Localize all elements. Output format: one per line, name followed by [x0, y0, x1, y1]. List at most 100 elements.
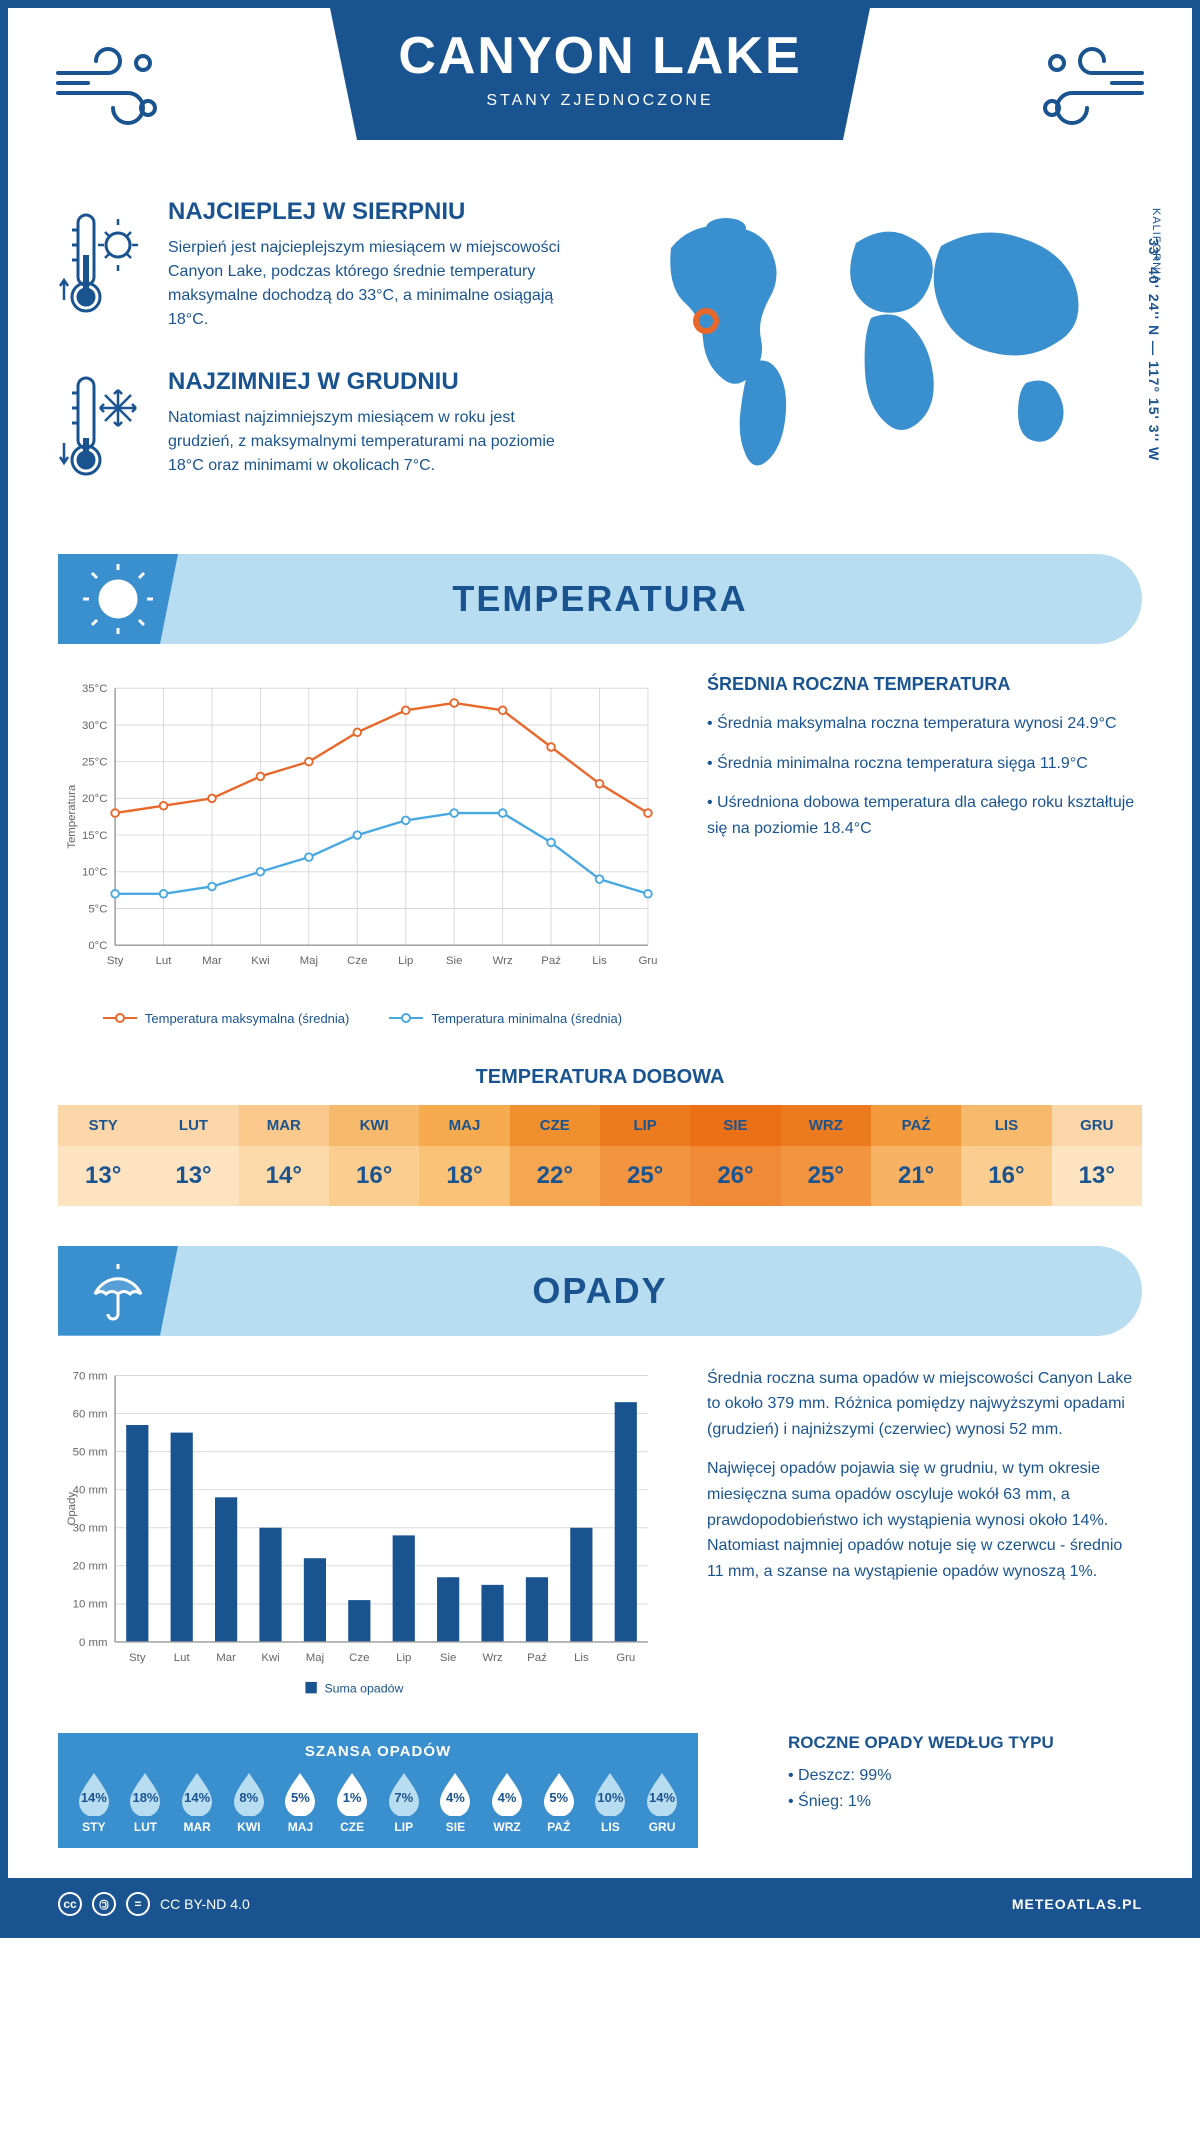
precip-summary: Średnia roczna suma opadów w miejscowośc… — [707, 1366, 1142, 1714]
world-map — [620, 198, 1142, 478]
drop-icon: 1% — [333, 1770, 371, 1816]
svg-text:0°C: 0°C — [88, 940, 107, 952]
chance-month: KWI — [230, 1820, 268, 1834]
temp-table-col: KWI16° — [329, 1105, 419, 1206]
precip-type-title: ROCZNE OPADY WEDŁUG TYPU — [788, 1733, 1054, 1753]
drop-icon: 14% — [178, 1770, 216, 1816]
umbrella-icon — [58, 1246, 178, 1336]
chance-month: SIE — [436, 1820, 474, 1834]
legend-item: Temperatura minimalna (średnia) — [389, 1011, 622, 1026]
temp-table-value: 26° — [690, 1146, 780, 1206]
chance-month: CZE — [333, 1820, 371, 1834]
svg-text:30°C: 30°C — [82, 720, 108, 732]
svg-text:20 mm: 20 mm — [73, 1560, 108, 1572]
license-label: CC BY-ND 4.0 — [160, 1896, 250, 1912]
temp-bullet: • Uśredniona dobowa temperatura dla całe… — [707, 790, 1142, 841]
svg-text:Lip: Lip — [396, 1652, 411, 1664]
chance-item: 14% GRU — [643, 1770, 681, 1834]
svg-text:35°C: 35°C — [82, 683, 108, 695]
chance-item: 5%PAŹ — [540, 1770, 578, 1834]
temp-table-value: 21° — [871, 1146, 961, 1206]
precip-p1: Średnia roczna suma opadów w miejscowośc… — [707, 1366, 1142, 1443]
svg-text:Wrz: Wrz — [483, 1652, 503, 1664]
svg-text:Gru: Gru — [616, 1652, 635, 1664]
temp-table-col: LIS16° — [961, 1105, 1051, 1206]
svg-text:Kwi: Kwi — [251, 955, 269, 967]
temp-table-month: MAR — [239, 1105, 329, 1146]
svg-text:Sty: Sty — [129, 1652, 146, 1664]
svg-text:Lis: Lis — [574, 1652, 589, 1664]
svg-text:70 mm: 70 mm — [73, 1370, 108, 1382]
chance-item: 18% LUT — [126, 1770, 164, 1834]
coldest-block: NAJZIMNIEJ W GRUDNIU Natomiast najzimnie… — [58, 368, 580, 488]
svg-text:Wrz: Wrz — [493, 955, 513, 967]
thermometer-cold-icon — [58, 368, 148, 488]
svg-text:0 mm: 0 mm — [79, 1636, 108, 1648]
svg-text:Lut: Lut — [174, 1652, 191, 1664]
temp-table-col: LUT13° — [148, 1105, 238, 1206]
page-subtitle: STANY ZJEDNOCZONE — [330, 92, 870, 110]
svg-text:Opady: Opady — [66, 1491, 78, 1525]
chance-item: 14%STY — [75, 1770, 113, 1834]
temp-table-value: 25° — [600, 1146, 690, 1206]
page-title: CANYON LAKE — [330, 26, 870, 86]
drop-icon: 14% — [75, 1770, 113, 1816]
footer: cc 🄯 = CC BY-ND 4.0 METEOATLAS.PL — [8, 1878, 1192, 1930]
temp-table-col: LIP25° — [600, 1105, 690, 1206]
chance-month: GRU — [643, 1820, 681, 1834]
temp-table-col: WRZ25° — [781, 1105, 871, 1206]
temp-table-month: SIE — [690, 1105, 780, 1146]
wind-icon — [48, 38, 188, 138]
chance-month: PAŹ — [540, 1820, 578, 1834]
chance-month: LUT — [126, 1820, 164, 1834]
temp-table-value: 25° — [781, 1146, 871, 1206]
sun-icon — [58, 554, 178, 644]
svg-text:10 mm: 10 mm — [73, 1598, 108, 1610]
daily-temp-table: STY13°LUT13°MAR14°KWI16°MAJ18°CZE22°LIP2… — [58, 1105, 1142, 1206]
svg-text:20°C: 20°C — [82, 793, 108, 805]
warmest-text: Sierpień jest najcieplejszym miesiącem w… — [168, 236, 580, 332]
svg-text:Mar: Mar — [202, 955, 222, 967]
chance-item: 14%MAR — [178, 1770, 216, 1834]
coldest-title: NAJZIMNIEJ W GRUDNIU — [168, 368, 580, 396]
chance-month: MAJ — [281, 1820, 319, 1834]
temp-table-month: KWI — [329, 1105, 419, 1146]
drop-icon: 18% — [126, 1770, 164, 1816]
chance-item: 8%KWI — [230, 1770, 268, 1834]
chance-title: SZANSA OPADÓW — [58, 1743, 698, 1760]
svg-text:Temperatura: Temperatura — [66, 784, 78, 849]
cc-icon: cc — [58, 1892, 82, 1916]
chance-item: 5%MAJ — [281, 1770, 319, 1834]
temp-table-value: 16° — [961, 1146, 1051, 1206]
chance-month: LIS — [591, 1820, 629, 1834]
precip-section-bar: OPADY — [58, 1246, 1142, 1336]
svg-text:Lip: Lip — [398, 955, 413, 967]
legend-item: Temperatura maksymalna (średnia) — [103, 1011, 349, 1026]
svg-text:Suma opadów: Suma opadów — [324, 1681, 403, 1695]
temp-bullet: • Średnia maksymalna roczna temperatura … — [707, 711, 1142, 737]
temp-table-col: PAŹ21° — [871, 1105, 961, 1206]
temp-table-month: LIP — [600, 1105, 690, 1146]
svg-text:Sie: Sie — [446, 955, 463, 967]
warmest-title: NAJCIEPLEJ W SIERPNIU — [168, 198, 580, 226]
drop-icon: 7% — [385, 1770, 423, 1816]
temp-table-col: MAR14° — [239, 1105, 329, 1206]
avg-temp-title: ŚREDNIA ROCZNA TEMPERATURA — [707, 674, 1142, 695]
site-label: METEOATLAS.PL — [1012, 1896, 1142, 1912]
svg-text:Cze: Cze — [349, 1652, 369, 1664]
summary-row: NAJCIEPLEJ W SIERPNIU Sierpień jest najc… — [8, 188, 1192, 554]
map-column: KALIFORNIA 33° 40' 24'' N — 117° 15' 3''… — [620, 198, 1142, 524]
svg-text:Kwi: Kwi — [261, 1652, 279, 1664]
warmest-block: NAJCIEPLEJ W SIERPNIU Sierpień jest najc… — [58, 198, 580, 332]
temp-table-col: CZE22° — [510, 1105, 600, 1206]
header: CANYON LAKE STANY ZJEDNOCZONE — [8, 8, 1192, 188]
svg-text:Paź: Paź — [541, 955, 561, 967]
svg-text:15°C: 15°C — [82, 830, 108, 842]
precip-type-line: • Deszcz: 99% — [788, 1763, 1054, 1789]
svg-text:Gru: Gru — [638, 955, 657, 967]
svg-text:60 mm: 60 mm — [73, 1408, 108, 1420]
temp-table-col: GRU13° — [1052, 1105, 1142, 1206]
wind-icon — [1012, 38, 1152, 138]
drop-icon: 14% — [643, 1770, 681, 1816]
precip-p2: Najwięcej opadów pojawia się w grudniu, … — [707, 1456, 1142, 1584]
